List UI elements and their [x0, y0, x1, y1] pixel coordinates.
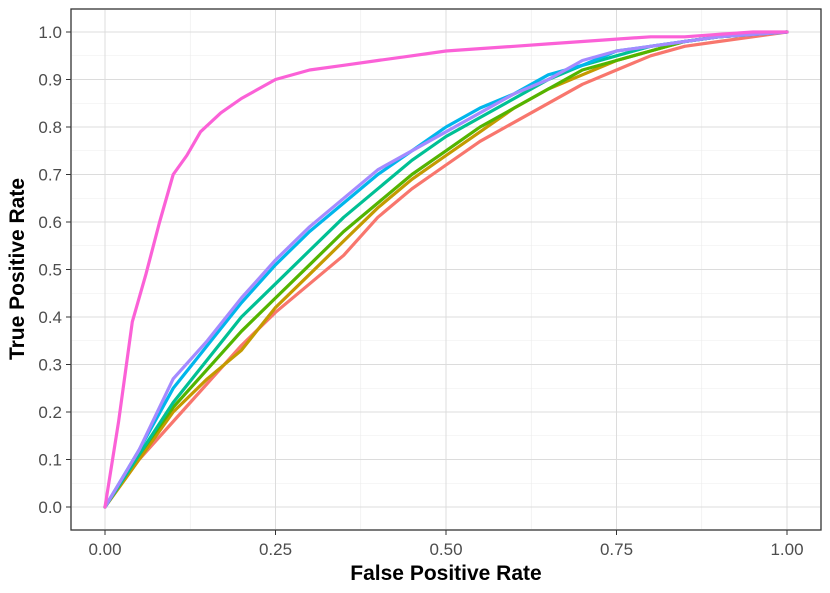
x-axis-title: False Positive Rate [350, 562, 541, 585]
y-axis-title: True Positive Rate [6, 178, 29, 360]
x-tick-label: 0.75 [600, 540, 633, 559]
roc-curve-line-6 [103, 30, 789, 509]
x-tick-label: 0.00 [88, 540, 121, 559]
y-tick-label: 0.8 [38, 118, 62, 137]
y-tick-label: 0.3 [38, 356, 62, 375]
series-layer [103, 30, 789, 509]
y-axis: 0.0 0.1 0.2 0.3 0.4 0.5 0.6 0.7 0.8 0.9 1.0 [38, 23, 71, 517]
y-tick-label: 0.5 [38, 261, 62, 280]
y-tick-label: 0.2 [38, 403, 62, 422]
x-tick-label: 1.00 [770, 540, 803, 559]
y-tick-label: 0.4 [38, 308, 62, 327]
y-tick-label: 0.6 [38, 213, 62, 232]
y-tick-label: 0.0 [38, 498, 62, 517]
major-gridlines [72, 10, 820, 529]
y-tick-label: 1.0 [38, 23, 62, 42]
y-tick-label: 0.1 [38, 451, 62, 470]
roc-curve-line-7 [103, 30, 789, 509]
x-tick-label: 0.50 [429, 540, 462, 559]
x-axis: 0.00 0.25 0.50 0.75 1.00 [88, 530, 804, 559]
y-tick-label: 0.9 [38, 71, 62, 90]
x-tick-label: 0.25 [259, 540, 292, 559]
y-tick-label: 0.7 [38, 166, 62, 185]
